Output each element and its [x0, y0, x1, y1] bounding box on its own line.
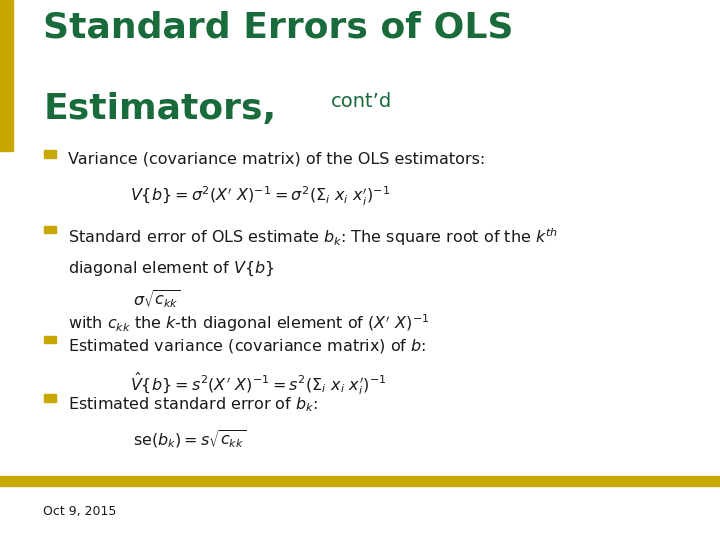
Bar: [45, 394, 56, 402]
Bar: [45, 336, 56, 343]
Text: Estimated standard error of $b_k$:: Estimated standard error of $b_k$:: [68, 395, 318, 414]
Text: $V\{b\} = \sigma^2(X'\ X)^{-1} = \sigma^2(\Sigma_i\ x_i\ x_i')^{-1}$: $V\{b\} = \sigma^2(X'\ X)^{-1} = \sigma^…: [130, 185, 390, 208]
Text: Estimators,: Estimators,: [43, 92, 276, 126]
Text: Variance (covariance matrix) of the OLS estimators:: Variance (covariance matrix) of the OLS …: [68, 151, 486, 166]
Text: Standard error of OLS estimate $b_k$: The square root of the $k^{th}$: Standard error of OLS estimate $b_k$: Th…: [68, 227, 559, 248]
Text: with $c_{kk}$ the $k$-th diagonal element of $(X'\ X)^{-1}$: with $c_{kk}$ the $k$-th diagonal elemen…: [68, 312, 430, 334]
Text: cont’d: cont’d: [331, 92, 392, 111]
Text: Standard Errors of OLS: Standard Errors of OLS: [43, 11, 513, 45]
Text: diagonal element of $V\{b\}$: diagonal element of $V\{b\}$: [68, 259, 275, 278]
Bar: [45, 150, 56, 158]
Text: $\sigma\sqrt{c_{kk}}$: $\sigma\sqrt{c_{kk}}$: [133, 289, 181, 310]
Bar: [0, 0, 13, 151]
Text: $\hat{V}\{b\} = s^2(X'\ X)^{-1} = s^2(\Sigma_i\ x_i\ x_i')^{-1}$: $\hat{V}\{b\} = s^2(X'\ X)^{-1} = s^2(\S…: [130, 370, 386, 397]
Bar: [45, 226, 56, 233]
Text: Oct 9, 2015: Oct 9, 2015: [43, 505, 117, 518]
Text: $\mathrm{se}(b_k) = s\sqrt{c_{kk}}$: $\mathrm{se}(b_k) = s\sqrt{c_{kk}}$: [133, 429, 246, 450]
Bar: [0, 476, 720, 486]
Text: Estimated variance (covariance matrix) of $b$:: Estimated variance (covariance matrix) o…: [68, 337, 427, 355]
